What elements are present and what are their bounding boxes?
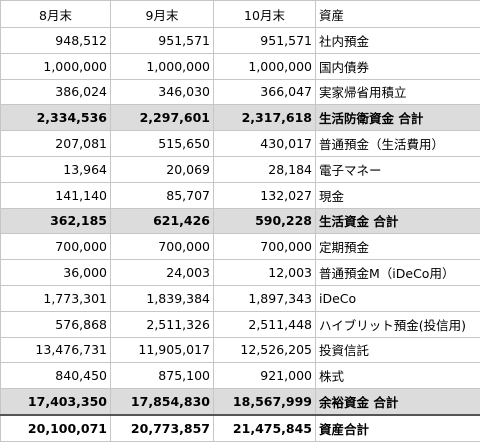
amount-cell: 700,000	[1, 234, 111, 260]
asset-name-cell: 社内預金	[316, 28, 480, 54]
amount-cell: 20,069	[111, 156, 214, 182]
amount-cell: 2,511,448	[214, 311, 316, 337]
asset-name-cell: 実家帰省用積立	[316, 79, 480, 105]
amount-cell: 362,185	[1, 208, 111, 234]
amount-cell: 36,000	[1, 260, 111, 286]
amount-cell: 700,000	[214, 234, 316, 260]
amount-cell: 1,000,000	[1, 53, 111, 79]
amount-cell: 12,003	[214, 260, 316, 286]
header-cell: 10月末	[214, 1, 316, 28]
header-row: 8月末 9月末 10月末 資産	[1, 1, 480, 28]
amount-cell: 28,184	[214, 156, 316, 182]
header-cell: 8月末	[1, 1, 111, 28]
asset-name-cell: 生活防衛資金 合計	[316, 105, 480, 131]
header-cell: 資産	[316, 1, 480, 28]
asset-name-cell: 電子マネー	[316, 156, 480, 182]
amount-cell: 430,017	[214, 131, 316, 157]
asset-name-cell: 普通預金（生活費用）	[316, 131, 480, 157]
amount-cell: 13,964	[1, 156, 111, 182]
amount-cell: 576,868	[1, 311, 111, 337]
asset-name-cell: 資産合計	[316, 415, 480, 441]
asset-name-cell: 株式	[316, 363, 480, 389]
amount-cell: 840,450	[1, 363, 111, 389]
amount-cell: 21,475,845	[214, 415, 316, 441]
amount-cell: 2,317,618	[214, 105, 316, 131]
amount-cell: 921,000	[214, 363, 316, 389]
asset-name-cell: 投資信託	[316, 337, 480, 363]
amount-cell: 2,334,536	[1, 105, 111, 131]
amount-cell: 12,526,205	[214, 337, 316, 363]
amount-cell: 951,571	[111, 28, 214, 54]
amount-cell: 20,773,857	[111, 415, 214, 441]
amount-cell: 386,024	[1, 79, 111, 105]
amount-cell: 2,297,601	[111, 105, 214, 131]
amount-cell: 2,511,326	[111, 311, 214, 337]
amount-cell: 17,403,350	[1, 389, 111, 415]
amount-cell: 1,839,384	[111, 285, 214, 311]
amount-cell: 621,426	[111, 208, 214, 234]
amount-cell: 85,707	[111, 182, 214, 208]
amount-cell: 13,476,731	[1, 337, 111, 363]
asset-name-cell: 余裕資金 合計	[316, 389, 480, 415]
asset-name-cell: 生活資金 合計	[316, 208, 480, 234]
amount-cell: 951,571	[214, 28, 316, 54]
amount-cell: 141,140	[1, 182, 111, 208]
amount-cell: 132,027	[214, 182, 316, 208]
amount-cell: 1,897,343	[214, 285, 316, 311]
asset-name-cell: 普通預金M（iDeCo用）	[316, 260, 480, 286]
amount-cell: 207,081	[1, 131, 111, 157]
asset-name-cell: 国内債券	[316, 53, 480, 79]
amount-cell: 11,905,017	[111, 337, 214, 363]
asset-name-cell: iDeCo	[316, 285, 480, 311]
amount-cell: 20,100,071	[1, 415, 111, 441]
amount-cell: 346,030	[111, 79, 214, 105]
asset-name-cell: 現金	[316, 182, 480, 208]
amount-cell: 948,512	[1, 28, 111, 54]
amount-cell: 366,047	[214, 79, 316, 105]
asset-name-cell: 定期預金	[316, 234, 480, 260]
amount-cell: 590,228	[214, 208, 316, 234]
amount-cell: 515,650	[111, 131, 214, 157]
amount-cell: 1,773,301	[1, 285, 111, 311]
amount-cell: 875,100	[111, 363, 214, 389]
asset-name-cell: ハイブリット預金(投信用)	[316, 311, 480, 337]
amount-cell: 24,003	[111, 260, 214, 286]
amount-cell: 17,854,830	[111, 389, 214, 415]
amount-cell: 18,567,999	[214, 389, 316, 415]
amount-cell: 1,000,000	[111, 53, 214, 79]
header-cell: 9月末	[111, 1, 214, 28]
amount-cell: 700,000	[111, 234, 214, 260]
amount-cell: 1,000,000	[214, 53, 316, 79]
